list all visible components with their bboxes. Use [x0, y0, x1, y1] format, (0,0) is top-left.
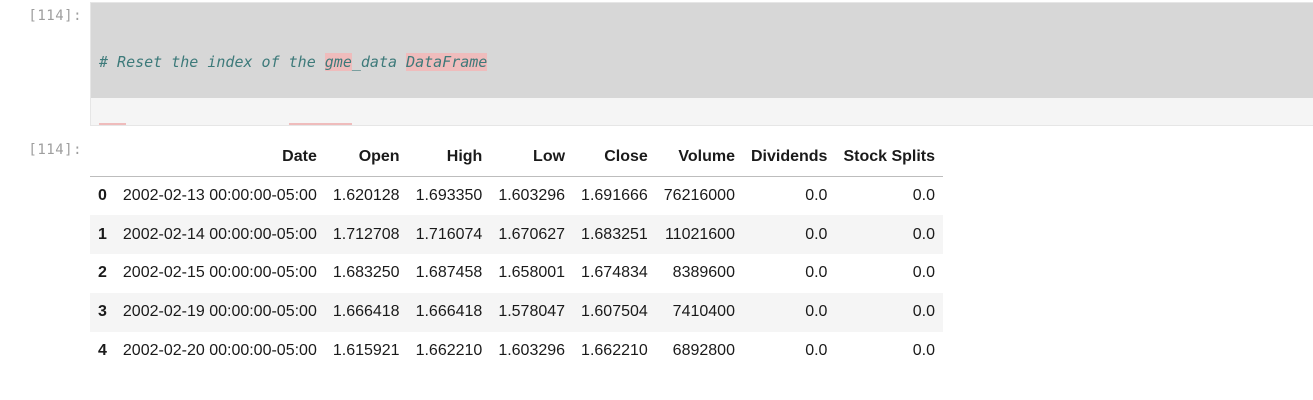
column-header: High — [407, 138, 491, 177]
column-header: Open — [324, 138, 408, 177]
table-cell: 1.603296 — [498, 187, 566, 205]
row-index: 0 — [98, 187, 107, 205]
table-cell: 7410400 — [672, 303, 735, 321]
table-cell: 1.674834 — [581, 264, 648, 282]
table-cell: 2002-02-14 00:00:00-05:00 — [122, 225, 317, 243]
table-cell: 1.658001 — [498, 264, 566, 282]
column-header: Dividends — [742, 138, 836, 177]
function-token: reset_index — [180, 123, 279, 125]
table-cell: 1.615921 — [332, 342, 400, 360]
table-cell: 1.687458 — [415, 264, 483, 282]
table-cell: 1.662210 — [415, 342, 483, 360]
table-cell: 1.683251 — [581, 225, 648, 243]
highlight-token: gme — [99, 123, 127, 125]
table-cell: 2002-02-20 00:00:00-05:00 — [122, 342, 317, 360]
table-cell: 0.0 — [805, 225, 828, 243]
code-text[interactable]: # Reset the index of the gme_data DataFr… — [99, 5, 596, 125]
table-cell: 1.607504 — [581, 303, 648, 321]
table-cell: 1.662210 — [581, 342, 648, 360]
table-cell: 1.603296 — [498, 342, 566, 360]
row-index: 4 — [98, 342, 107, 360]
table-cell: 0.0 — [805, 303, 828, 321]
row-index: 2 — [98, 264, 107, 282]
table-cell: 0.0 — [912, 264, 936, 282]
table-cell: 1.716074 — [415, 225, 483, 243]
row-index: 1 — [98, 225, 107, 243]
keyword-token: True — [361, 123, 397, 125]
output-cell: [114]: Date Open High Low Close Volume D… — [0, 124, 1313, 398]
table-row: 2 2002-02-15 00:00:00-05:00 1.683250 1.6… — [90, 254, 944, 293]
table-row: 0 2002-02-13 00:00:00-05:00 1.620128 1.6… — [90, 176, 944, 216]
dataframe-table: Date Open High Low Close Volume Dividend… — [90, 138, 944, 371]
code-cell[interactable]: [114]: # Reset the index of the gme_data… — [0, 0, 1313, 126]
index-header — [90, 138, 115, 177]
table-cell: 6892800 — [672, 342, 735, 360]
table-cell: 2002-02-15 00:00:00-05:00 — [122, 264, 317, 282]
table-cell: 0.0 — [912, 342, 936, 360]
table-cell: 0.0 — [912, 303, 936, 321]
table-cell: 1.578047 — [498, 303, 566, 321]
table-cell: 1.683250 — [332, 264, 400, 282]
highlight-token: gme — [324, 53, 352, 72]
table-cell: 1.693350 — [415, 187, 483, 205]
table-cell: 8389600 — [672, 264, 735, 282]
table-row: 3 2002-02-19 00:00:00-05:00 1.666418 1.6… — [90, 292, 944, 332]
table-cell: 76216000 — [663, 187, 735, 205]
code-line-2: gme_data.reset_index(inplace=True) — [99, 121, 596, 125]
comment-text: _data — [351, 53, 407, 72]
table-cell: 11021600 — [664, 225, 735, 243]
table-cell: 0.0 — [912, 225, 936, 243]
table-cell: 1.670627 — [498, 225, 566, 243]
table-row: 1 2002-02-14 00:00:00-05:00 1.712708 1.7… — [90, 215, 944, 255]
operator-token: = — [352, 123, 361, 125]
table-cell: 0.0 — [912, 187, 936, 205]
highlight-token: inplace — [288, 123, 352, 125]
table-cell: 0.0 — [805, 264, 828, 282]
output-prompt: [114]: — [28, 142, 82, 158]
input-prompt: [114]: — [28, 8, 82, 24]
code-editor[interactable]: # Reset the index of the gme_data DataFr… — [90, 2, 1313, 126]
column-header: Low — [490, 138, 574, 177]
table-cell: 2002-02-19 00:00:00-05:00 — [122, 303, 317, 321]
table-cell: 2002-02-13 00:00:00-05:00 — [122, 187, 317, 205]
highlight-token: DataFrame — [406, 53, 488, 72]
comment-text: # Reset the index of the — [99, 53, 325, 72]
code-line-1: # Reset the index of the gme_data DataFr… — [99, 51, 596, 74]
column-header: Stock Splits — [835, 138, 944, 177]
table-cell: 1.691666 — [581, 187, 648, 205]
code-token: _data. — [126, 123, 180, 125]
table-cell: 1.666418 — [332, 303, 400, 321]
column-header: Date — [114, 138, 325, 177]
table-cell: 1.666418 — [415, 303, 483, 321]
table-cell: 0.0 — [805, 187, 828, 205]
table-cell: 1.620128 — [332, 187, 400, 205]
table-row: 4 2002-02-20 00:00:00-05:00 1.615921 1.6… — [90, 331, 944, 371]
selection-highlight — [91, 3, 1313, 98]
code-token: ) — [397, 123, 406, 125]
table-header-row: Date Open High Low Close Volume Dividend… — [90, 138, 944, 177]
column-header: Volume — [655, 138, 743, 177]
code-token: ( — [280, 123, 289, 125]
column-header: Close — [573, 138, 656, 177]
row-index: 3 — [98, 303, 107, 321]
table-cell: 0.0 — [805, 342, 828, 360]
table-cell: 1.712708 — [332, 225, 400, 243]
